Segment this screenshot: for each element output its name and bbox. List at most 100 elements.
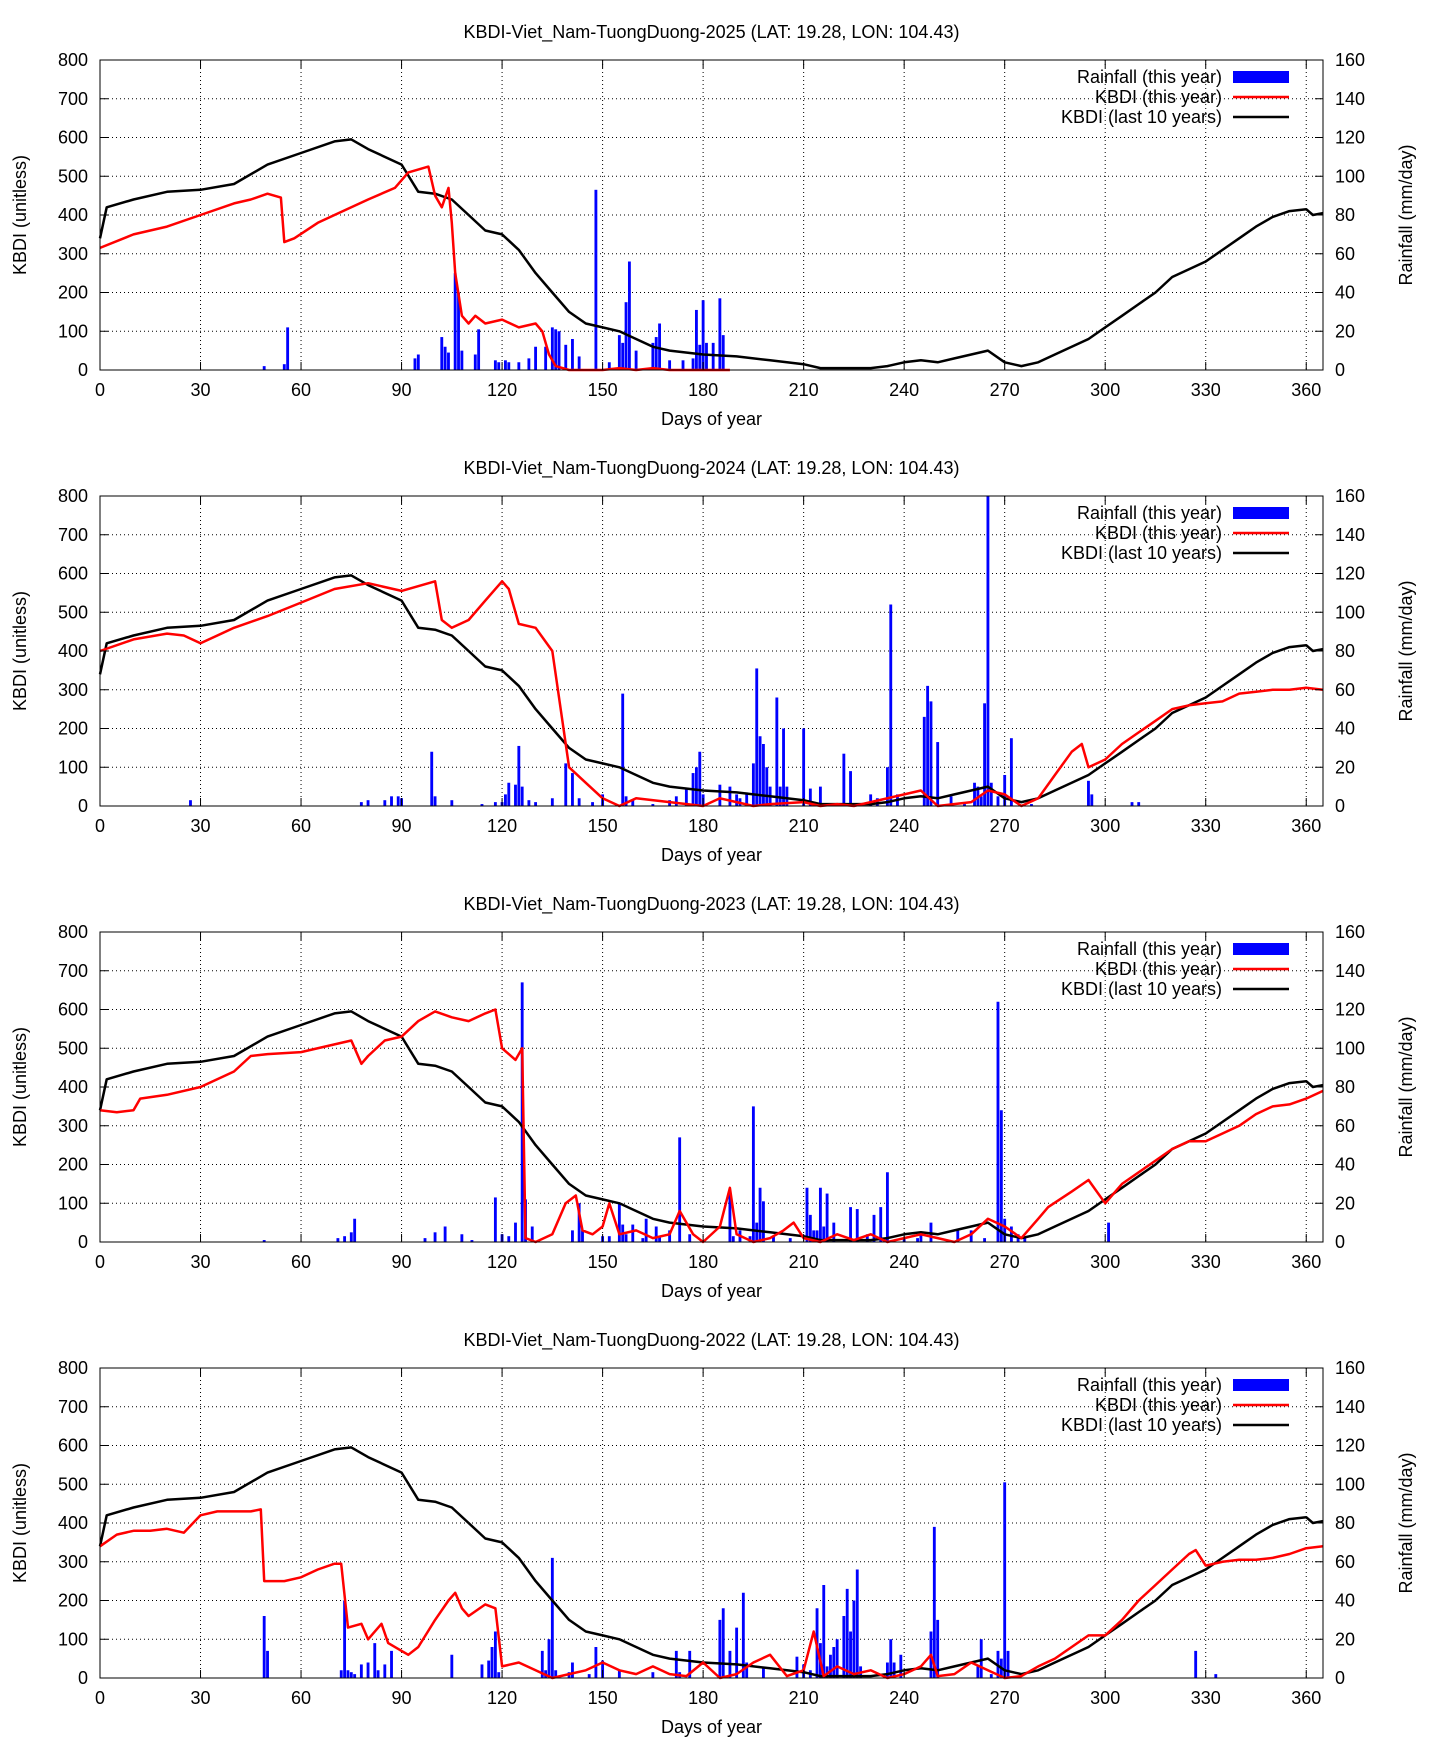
y-axis-label-right: Rainfall (mm/day) (1396, 1452, 1416, 1593)
rainfall-bar (922, 716, 926, 806)
y-tick-label-left: 0 (78, 1232, 88, 1252)
rainfall-bar (936, 742, 940, 806)
rainfall-bar (832, 1222, 836, 1242)
rainfall-bar (818, 1187, 822, 1242)
y-tick-label-right: 160 (1335, 486, 1365, 506)
rainfall-bar (728, 1193, 732, 1242)
y-tick-label-right: 120 (1335, 128, 1365, 148)
x-tick-label: 210 (789, 816, 819, 836)
rainfall-bar (849, 771, 852, 806)
rainfall-bar (755, 1222, 759, 1242)
rainfall-bar (621, 342, 625, 370)
legend-kbdi-this-year-label: KBDI (this year) (1095, 87, 1222, 107)
rainfall-bar (366, 1662, 370, 1678)
rainfall-bar (497, 1672, 501, 1678)
rainfall-bar (262, 366, 266, 370)
y-axis-label-right: Rainfall (mm/day) (1396, 144, 1416, 285)
rainfall-bar (785, 786, 789, 806)
rainfall-bar (718, 298, 722, 370)
rainfall-bar (554, 1670, 558, 1678)
rainfall-bar (731, 1236, 735, 1242)
rainfall-bar (674, 1650, 678, 1678)
y-axis-label-right: Rainfall (mm/day) (1396, 1016, 1416, 1157)
legend-rainfall-swatch (1233, 507, 1289, 519)
rainfall-bar (989, 782, 993, 806)
y-tick-label-left: 400 (58, 1077, 88, 1097)
rainfall-bar (453, 273, 457, 370)
rainfall-bar (457, 292, 460, 370)
y-tick-label-right: 120 (1335, 1436, 1365, 1456)
rainfall-bar (470, 1240, 474, 1242)
rainfall-bar (795, 1656, 799, 1678)
y-tick-label-right: 80 (1335, 1077, 1355, 1097)
rainfall-bar (473, 354, 477, 370)
rainfall-bar (644, 1218, 648, 1242)
rainfall-bar (1194, 1650, 1198, 1678)
x-tick-label: 30 (191, 380, 211, 400)
rainfall-bar (497, 362, 501, 370)
rainfall-bar (855, 1569, 859, 1678)
rainfall-bar (349, 1232, 353, 1242)
y-tick-label-right: 100 (1335, 1038, 1365, 1058)
rainfall-bar (577, 798, 581, 806)
rainfall-bar (745, 792, 749, 806)
rainfall-bar (701, 300, 705, 370)
x-tick-label: 360 (1291, 1688, 1321, 1708)
rainfall-bar (594, 1647, 598, 1678)
rainfall-bar (493, 1197, 497, 1242)
rainfall-bar (540, 1650, 544, 1678)
chart-title: KBDI-Viet_Nam-TuongDuong-2023 (LAT: 19.2… (464, 894, 960, 915)
y-tick-label-right: 20 (1335, 757, 1355, 777)
rainfall-bar (852, 1600, 856, 1678)
y-tick-label-right: 140 (1335, 1397, 1365, 1417)
rainfall-bar (349, 1672, 353, 1678)
rainfall-bar (477, 329, 481, 370)
y-tick-label-right: 40 (1335, 283, 1355, 303)
rainfall-bar (936, 1619, 940, 1678)
rainfall-bar (514, 1222, 517, 1242)
kbdi-this-year-line (99, 580, 1324, 808)
rainfall-bar (480, 804, 484, 806)
x-axis-label: Days of year (661, 845, 762, 865)
rainfall-bar (929, 701, 933, 806)
rainfall-bar (507, 1236, 511, 1242)
rainfall-bar (547, 1639, 551, 1678)
legend: Rainfall (this year)KBDI (this year)KBDI… (1061, 67, 1289, 127)
rainfall-bar (718, 1619, 722, 1678)
rainfall-bar (705, 342, 708, 370)
rainfall-bar (621, 693, 625, 806)
rainfall-bar (751, 763, 755, 806)
rainfall-bar (741, 1592, 745, 1678)
rainfall-bar (698, 751, 702, 806)
rainfall-bar (571, 773, 574, 806)
rainfall-bar (822, 1226, 826, 1242)
y-tick-label-left: 100 (58, 1629, 88, 1649)
y-tick-label-right: 140 (1335, 961, 1365, 981)
rainfall-bar (718, 784, 722, 806)
rainfall-bar (383, 800, 387, 806)
rainfall-bar (504, 794, 507, 806)
x-tick-label: 90 (392, 1688, 412, 1708)
y-axis-label-left: KBDI (unitless) (10, 1027, 30, 1147)
x-tick-label: 120 (487, 380, 517, 400)
rainfall-bar (480, 1664, 484, 1678)
legend-rainfall-label: Rainfall (this year) (1077, 1375, 1222, 1395)
legend-kbdi-this-year-label: KBDI (this year) (1095, 523, 1222, 543)
rainfall-bar (617, 335, 621, 370)
rainfall-bar (949, 796, 953, 806)
x-tick-label: 120 (487, 1688, 517, 1708)
kbdi-chart-0: KBDI-Viet_Nam-TuongDuong-2025 (LAT: 19.2… (10, 22, 1416, 429)
chart-title: KBDI-Viet_Nam-TuongDuong-2025 (LAT: 19.2… (464, 22, 960, 43)
rainfall-bar (681, 360, 685, 370)
rainfall-bar (885, 1662, 889, 1678)
y-tick-label-right: 160 (1335, 1358, 1365, 1378)
rainfall-bar (651, 804, 655, 806)
y-tick-label-left: 700 (58, 1397, 88, 1417)
y-tick-label-left: 400 (58, 641, 88, 661)
rainfall-bar (849, 1631, 852, 1678)
rainfall-bar (721, 335, 725, 370)
rainfall-bar (1090, 794, 1094, 806)
y-tick-label-left: 300 (58, 680, 88, 700)
rainfall-bar (698, 344, 702, 370)
